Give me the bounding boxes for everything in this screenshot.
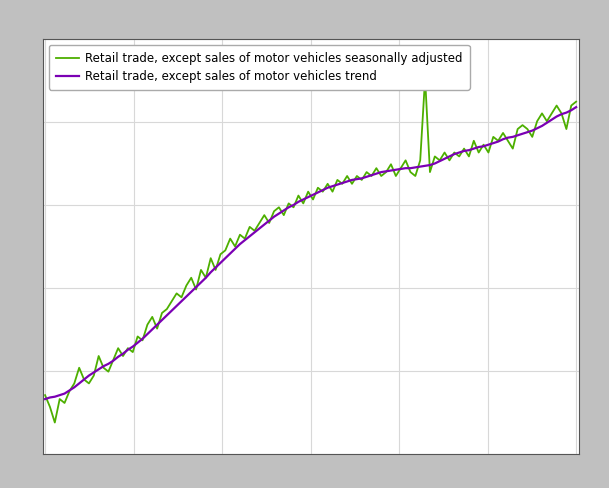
Retail trade, except sales of motor vehicles trend bbox=[197, 280, 205, 285]
Retail trade, except sales of motor vehicles seasonally adjusted bbox=[548, 110, 555, 116]
Retail trade, except sales of motor vehicles trend bbox=[41, 396, 49, 402]
Line: Retail trade, except sales of motor vehicles trend: Retail trade, except sales of motor vehi… bbox=[45, 107, 576, 399]
Retail trade, except sales of motor vehicles trend bbox=[572, 104, 580, 110]
Retail trade, except sales of motor vehicles seasonally adjusted bbox=[290, 204, 297, 210]
Retail trade, except sales of motor vehicles seasonally adjusted bbox=[51, 420, 58, 426]
Legend: Retail trade, except sales of motor vehicles seasonally adjusted, Retail trade, : Retail trade, except sales of motor vehi… bbox=[49, 45, 470, 90]
Retail trade, except sales of motor vehicles seasonally adjusted bbox=[421, 75, 429, 81]
Retail trade, except sales of motor vehicles seasonally adjusted bbox=[568, 102, 575, 108]
Retail trade, except sales of motor vehicles trend bbox=[538, 123, 546, 129]
Retail trade, except sales of motor vehicles seasonally adjusted bbox=[41, 392, 49, 398]
Retail trade, except sales of motor vehicles trend bbox=[417, 163, 424, 169]
Retail trade, except sales of motor vehicles seasonally adjusted bbox=[304, 189, 312, 195]
Retail trade, except sales of motor vehicles trend bbox=[300, 197, 307, 203]
Retail trade, except sales of motor vehicles trend bbox=[285, 204, 292, 210]
Retail trade, except sales of motor vehicles trend bbox=[558, 111, 565, 117]
Retail trade, except sales of motor vehicles seasonally adjusted bbox=[202, 275, 209, 281]
Retail trade, except sales of motor vehicles seasonally adjusted bbox=[572, 99, 580, 104]
Retail trade, except sales of motor vehicles seasonally adjusted bbox=[426, 169, 434, 175]
Line: Retail trade, except sales of motor vehicles seasonally adjusted: Retail trade, except sales of motor vehi… bbox=[45, 78, 576, 423]
